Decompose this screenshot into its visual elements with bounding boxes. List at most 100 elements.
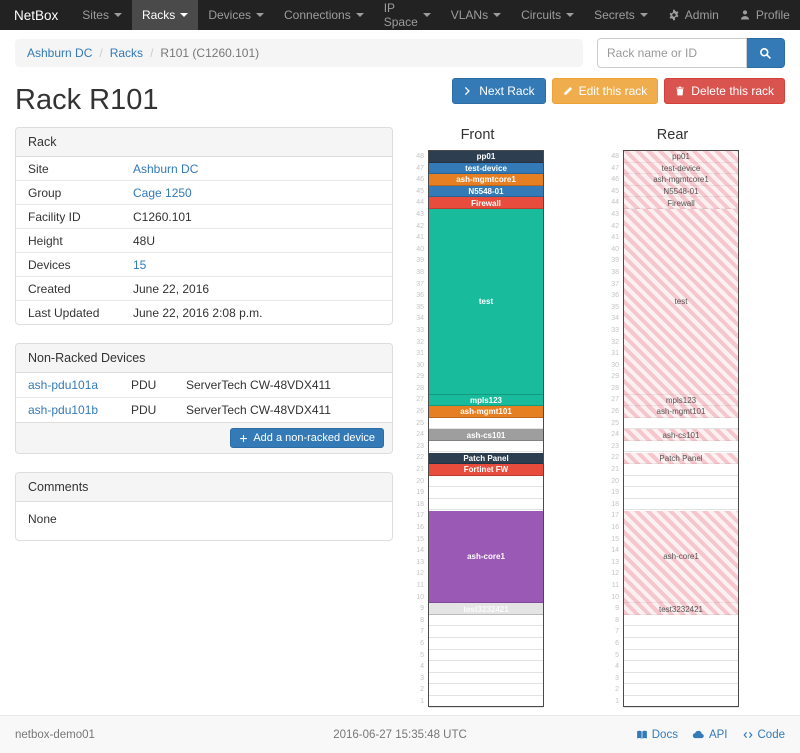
unit-number: 35 xyxy=(611,303,619,311)
empty-rack-unit[interactable] xyxy=(624,638,738,650)
nav-item-connections[interactable]: Connections xyxy=(274,0,374,30)
page-title: Rack R101 xyxy=(15,84,159,116)
nav-item-secrets[interactable]: Secrets xyxy=(584,0,658,30)
rack-device-ash-mgmtcore1[interactable]: ash-mgmtcore1 xyxy=(624,174,738,186)
empty-rack-unit[interactable] xyxy=(624,464,738,476)
nav-item-profile[interactable]: Profile xyxy=(729,0,800,30)
add-non-racked-device-button[interactable]: Add a non-racked device xyxy=(230,428,384,448)
nav-item-admin[interactable]: Admin xyxy=(658,0,729,30)
unit-number: 38 xyxy=(611,268,619,276)
rack-device-test-device[interactable]: test-device xyxy=(429,162,543,175)
footer-link-docs[interactable]: Docs xyxy=(636,728,678,741)
empty-rack-unit[interactable] xyxy=(429,418,543,430)
empty-rack-unit[interactable] xyxy=(429,615,543,627)
unit-number: 16 xyxy=(611,524,619,531)
rack-device-mpls123[interactable]: mpls123 xyxy=(429,394,543,407)
rack-device-ash-core1[interactable]: ash-core1 xyxy=(429,510,543,604)
chevron-down-icon xyxy=(422,13,431,17)
field-value[interactable]: Ashburn DC xyxy=(133,161,199,176)
unit-number: 11 xyxy=(611,581,619,589)
empty-rack-unit[interactable] xyxy=(429,499,543,511)
device-role: PDU xyxy=(131,378,157,392)
breadcrumb-item-racks[interactable]: Racks xyxy=(109,46,144,60)
next-rack-button[interactable]: Next Rack xyxy=(452,78,546,104)
unit-number: 34 xyxy=(416,315,424,323)
rack-device-ash-cs101[interactable]: ash-cs101 xyxy=(624,429,738,441)
rack-device-pp01[interactable]: pp01 xyxy=(429,151,543,163)
rack-device-ash-mgmt101[interactable]: ash-mgmt101 xyxy=(429,406,543,418)
unit-number: 6 xyxy=(420,639,424,647)
unit-number: 30 xyxy=(611,361,619,369)
rack-device-n5548-01[interactable]: N5548-01 xyxy=(429,185,543,198)
rack-device-firewall[interactable]: Firewall xyxy=(624,197,738,209)
device-name-link[interactable]: ash-pdu101a xyxy=(28,378,99,392)
rack-device-test[interactable]: test xyxy=(624,209,738,395)
edit-rack-button[interactable]: Edit this rack xyxy=(551,78,659,104)
nav-item-label: Secrets xyxy=(594,8,635,22)
empty-rack-unit[interactable] xyxy=(429,487,543,499)
footer-link-api[interactable]: API xyxy=(692,728,728,741)
unit-number: 6 xyxy=(615,639,619,647)
field-value[interactable]: 15 xyxy=(133,257,147,272)
empty-rack-unit[interactable] xyxy=(624,418,738,430)
empty-rack-unit[interactable] xyxy=(429,441,543,453)
rack-device-mpls123[interactable]: mpls123 xyxy=(624,394,738,407)
field-value[interactable]: Cage 1250 xyxy=(133,185,192,200)
rack-device-ash-core1[interactable]: ash-core1 xyxy=(624,510,738,604)
breadcrumb-item-ashburn-dc[interactable]: Ashburn DC xyxy=(27,46,93,60)
navbar-right: AdminProfileLog out xyxy=(658,0,800,30)
empty-rack-unit[interactable] xyxy=(429,696,543,708)
rack-device-test[interactable]: test xyxy=(429,209,543,395)
netbox-brand[interactable]: NetBox xyxy=(14,7,59,23)
nav-item-sites[interactable]: Sites xyxy=(72,0,132,30)
nav-item-circuits[interactable]: Circuits xyxy=(511,0,584,30)
footer-link-code[interactable]: Code xyxy=(742,728,785,741)
nav-item-vlans[interactable]: VLANs xyxy=(441,0,511,30)
rack-device-test3232421[interactable]: test3232421 xyxy=(429,603,543,615)
rack-device-patch-panel[interactable]: Patch Panel xyxy=(429,452,543,465)
device-name-link[interactable]: ash-pdu101b xyxy=(28,403,99,417)
empty-rack-unit[interactable] xyxy=(624,615,738,627)
empty-rack-unit[interactable] xyxy=(429,661,543,673)
empty-rack-unit[interactable] xyxy=(429,684,543,696)
empty-rack-unit[interactable] xyxy=(624,441,738,453)
rack-device-firewall[interactable]: Firewall xyxy=(429,197,543,209)
comments-panel-title: Comments xyxy=(16,473,392,502)
empty-rack-unit[interactable] xyxy=(624,673,738,685)
empty-rack-unit[interactable] xyxy=(429,638,543,650)
rack-device-n5548-01[interactable]: N5548-01 xyxy=(624,185,738,198)
rack-device-test-device[interactable]: test-device xyxy=(624,162,738,175)
empty-rack-unit[interactable] xyxy=(429,476,543,488)
rack-device-test3232421[interactable]: test3232421 xyxy=(624,603,738,615)
empty-rack-unit[interactable] xyxy=(624,696,738,708)
search-button[interactable] xyxy=(747,38,785,68)
hostname: netbox-demo01 xyxy=(15,728,95,741)
unit-number: 3 xyxy=(615,674,619,682)
rack-device-fortinet-fw[interactable]: Fortinet FW xyxy=(429,464,543,476)
unit-number: 31 xyxy=(416,350,424,358)
empty-rack-unit[interactable] xyxy=(624,684,738,696)
empty-rack-unit[interactable] xyxy=(624,487,738,499)
empty-rack-unit[interactable] xyxy=(429,650,543,662)
rack-device-ash-mgmtcore1[interactable]: ash-mgmtcore1 xyxy=(429,174,543,186)
nav-item-ip-space[interactable]: IP Space xyxy=(374,0,441,30)
empty-rack-unit[interactable] xyxy=(624,499,738,511)
breadcrumb-item-r101-c1260-101: R101 (C1260.101) xyxy=(160,46,260,60)
empty-rack-unit[interactable] xyxy=(624,650,738,662)
rack-device-patch-panel[interactable]: Patch Panel xyxy=(624,452,738,465)
unit-number: 38 xyxy=(416,268,424,276)
empty-rack-unit[interactable] xyxy=(624,661,738,673)
empty-rack-unit[interactable] xyxy=(624,476,738,488)
empty-rack-unit[interactable] xyxy=(429,626,543,638)
delete-rack-button[interactable]: Delete this rack xyxy=(664,78,785,104)
rack-device-ash-mgmt101[interactable]: ash-mgmt101 xyxy=(624,406,738,418)
nav-item-racks[interactable]: Racks xyxy=(131,0,199,30)
empty-rack-unit[interactable] xyxy=(624,626,738,638)
rack-device-pp01[interactable]: pp01 xyxy=(624,151,738,163)
unit-number: 14 xyxy=(416,547,424,555)
search-input[interactable] xyxy=(597,38,747,68)
footer-link-label: Docs xyxy=(651,728,678,741)
rack-device-ash-cs101[interactable]: ash-cs101 xyxy=(429,429,543,441)
nav-item-devices[interactable]: Devices xyxy=(198,0,274,30)
empty-rack-unit[interactable] xyxy=(429,673,543,685)
